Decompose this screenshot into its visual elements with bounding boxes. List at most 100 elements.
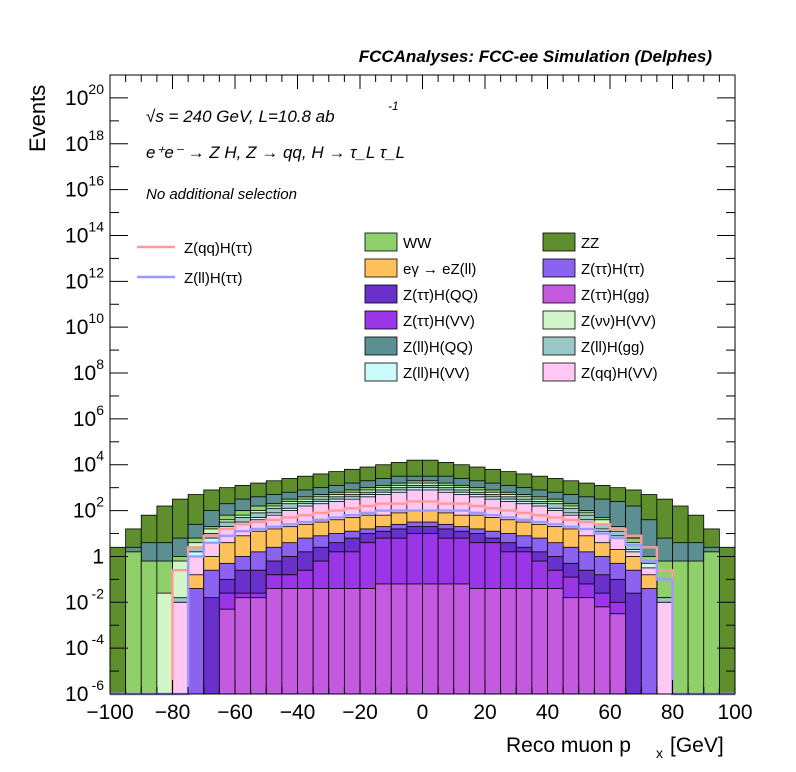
bar-WW-37 [687, 560, 705, 695]
legend-label-Zqq_HVV: Z(qq)H(VV) [581, 365, 658, 382]
legend-swatch-Zll_HQQ [364, 336, 398, 356]
y-tick-label-exp: 4 [96, 448, 104, 464]
annotation-lumi-exponent: -1 [388, 99, 399, 113]
bar-Ztautau_Hgg-21 [437, 583, 455, 695]
y-tick-label: 10 [73, 408, 96, 431]
y-tick-label: 10 [65, 316, 88, 339]
y-tick-label: 10 [65, 270, 88, 293]
legend-label-Ztautau_Hgg: Z(ττ)H(gg) [581, 287, 650, 304]
y-tick-label-exp: 10 [88, 310, 104, 326]
bar-Ztautau_Hgg-10 [265, 588, 283, 695]
bar-Znunu_HVV-3 [156, 592, 173, 695]
annotation-block: √s = 240 GeV, L=10.8 ab -1 e⁺e⁻ → Z H, Z… [146, 99, 405, 203]
chart-header: FCCAnalyses: FCC-ee Simulation (Delphes) [359, 47, 713, 66]
y-tick-label: 10 [73, 454, 96, 477]
legend-swatch-Ztautau_Htautau [542, 258, 576, 278]
legend-swatch-Znunu_HVV [542, 310, 576, 330]
y-tick-label-exp: 16 [88, 173, 104, 189]
bar-Ztautau_Hgg-32 [609, 613, 627, 695]
bar-Ztautau_Hgg-23 [468, 588, 486, 695]
bar-WW-1 [125, 551, 142, 695]
y-tick-label-exp: 14 [88, 218, 104, 234]
y-tick-label: 10 [73, 500, 96, 523]
bar-Ztautau_Hgg-22 [453, 583, 470, 695]
legend-label-Ztautau_Htautau: Z(ττ)H(ττ) [581, 261, 645, 278]
bar-Ztautau_HQQ-6 [203, 597, 220, 695]
legend-swatch-ZZ [542, 232, 576, 252]
x-tick-label: 80 [661, 701, 684, 724]
bar-Ztautau_Hgg-11 [281, 588, 298, 695]
y-tick-label-exp: 12 [88, 264, 104, 280]
y-tick-label: 10 [65, 133, 88, 156]
annotation-process: e⁺e⁻ → Z H, Z → qq, H → τ_L τ_L [146, 143, 405, 162]
legend-label-Znunu_HVV: Z(νν)H(VV) [581, 313, 656, 330]
legend-label-ZZ: ZZ [581, 235, 599, 252]
y-tick-label: 10 [65, 637, 88, 660]
y-tick-label: 10 [65, 179, 88, 202]
x-tick-label: −80 [155, 701, 191, 724]
x-tick-label: 100 [717, 701, 752, 724]
bar-Ztautau_HQQ-33 [625, 592, 642, 695]
legend-swatch-Zll_HVV [364, 362, 398, 382]
y-tick-label-exp: 18 [88, 127, 104, 143]
x-tick-label: −60 [217, 701, 253, 724]
y-tick-label-exp: -6 [92, 677, 105, 693]
legend: Z(qq)H(ττ) Z(ll)H(ττ) WW ZZ eγ → eZ(ll) Z(ττ)… [137, 232, 658, 382]
bar-Ztautau_Hgg-29 [562, 597, 580, 695]
legend-swatch-egamma [364, 258, 398, 278]
x-tick-label: −40 [280, 701, 316, 724]
x-tick-label: 20 [473, 701, 496, 724]
legend-swatch-WW [364, 232, 398, 252]
bar-WW-36 [672, 560, 689, 695]
y-tick-label: 10 [65, 683, 88, 706]
annotation-selection: No additional selection [146, 186, 297, 203]
bar-Ztautau_Hgg-15 [343, 588, 361, 695]
bar-Ztautau_Htautau-5 [187, 588, 205, 695]
bar-Ztautau_Hgg-27 [531, 588, 548, 695]
bar-Ztautau_Hgg-7 [218, 608, 236, 695]
signal-lines [110, 500, 735, 696]
x-axis-label-main: Reco muon p [506, 734, 631, 757]
x-axis-label-sub: x [656, 745, 663, 761]
bar-Zqq_HVV-35 [656, 601, 673, 695]
y-tick-label: 10 [65, 224, 88, 247]
signal-line-sig_ll [110, 509, 735, 696]
y-tick-label: 10 [65, 591, 88, 614]
bar-Ztautau_Hgg-24 [484, 588, 502, 695]
bar-ZZ-39 [718, 546, 736, 695]
bar-WW-2 [140, 560, 158, 695]
bar-Ztautau_Htautau-34 [640, 588, 658, 695]
bar-Ztautau_Hgg-12 [297, 588, 314, 695]
bar-ZZ-0 [109, 546, 127, 695]
bar-Ztautau_Hgg-16 [359, 588, 377, 695]
legend-label-egamma: eγ → eZ(ll) [403, 261, 476, 278]
y-axis-label: Events [25, 85, 50, 152]
legend-label-WW: WW [403, 235, 432, 252]
bar-Ztautau_Hgg-8 [234, 597, 252, 695]
bar-Ztautau_Hgg-31 [593, 606, 611, 695]
y-tick-label: 10 [73, 362, 96, 385]
legend-swatch-Ztautau_HQQ [364, 284, 398, 304]
legend-label-Zll_HVV: Z(ll)H(VV) [403, 365, 470, 382]
bar-Ztautau_Hgg-14 [328, 588, 345, 695]
y-tick-label-exp: -4 [92, 631, 105, 647]
legend-label-Zll_HQQ: Z(ll)H(QQ) [403, 339, 473, 356]
y-tick-label-exp: -2 [92, 585, 105, 601]
x-tick-label: −20 [342, 701, 378, 724]
bar-Ztautau_Hgg-19 [406, 583, 423, 695]
annotation-energy-lumi: √s = 240 GeV, L=10.8 ab [146, 107, 335, 126]
x-tick-label: 0 [417, 701, 429, 724]
y-tick-label: 1 [92, 545, 104, 568]
bar-Ztautau_Hgg-9 [250, 597, 267, 695]
y-tick-label-exp: 6 [96, 402, 104, 418]
bar-Ztautau_Hgg-20 [422, 583, 439, 695]
legend-label-sig_ll: Z(ll)H(ττ) [184, 270, 243, 287]
bar-Ztautau_Hgg-30 [578, 597, 595, 695]
x-tick-label: −100 [86, 701, 133, 724]
bar-Ztautau_Hgg-18 [390, 583, 408, 695]
legend-swatch-Ztautau_Hgg [542, 284, 576, 304]
y-tick-label-exp: 8 [96, 356, 104, 372]
axes: −100 −80 −60 −40 −20 0 20 40 60 80 100201018101610… [65, 74, 753, 724]
bar-WW-38 [703, 551, 720, 695]
